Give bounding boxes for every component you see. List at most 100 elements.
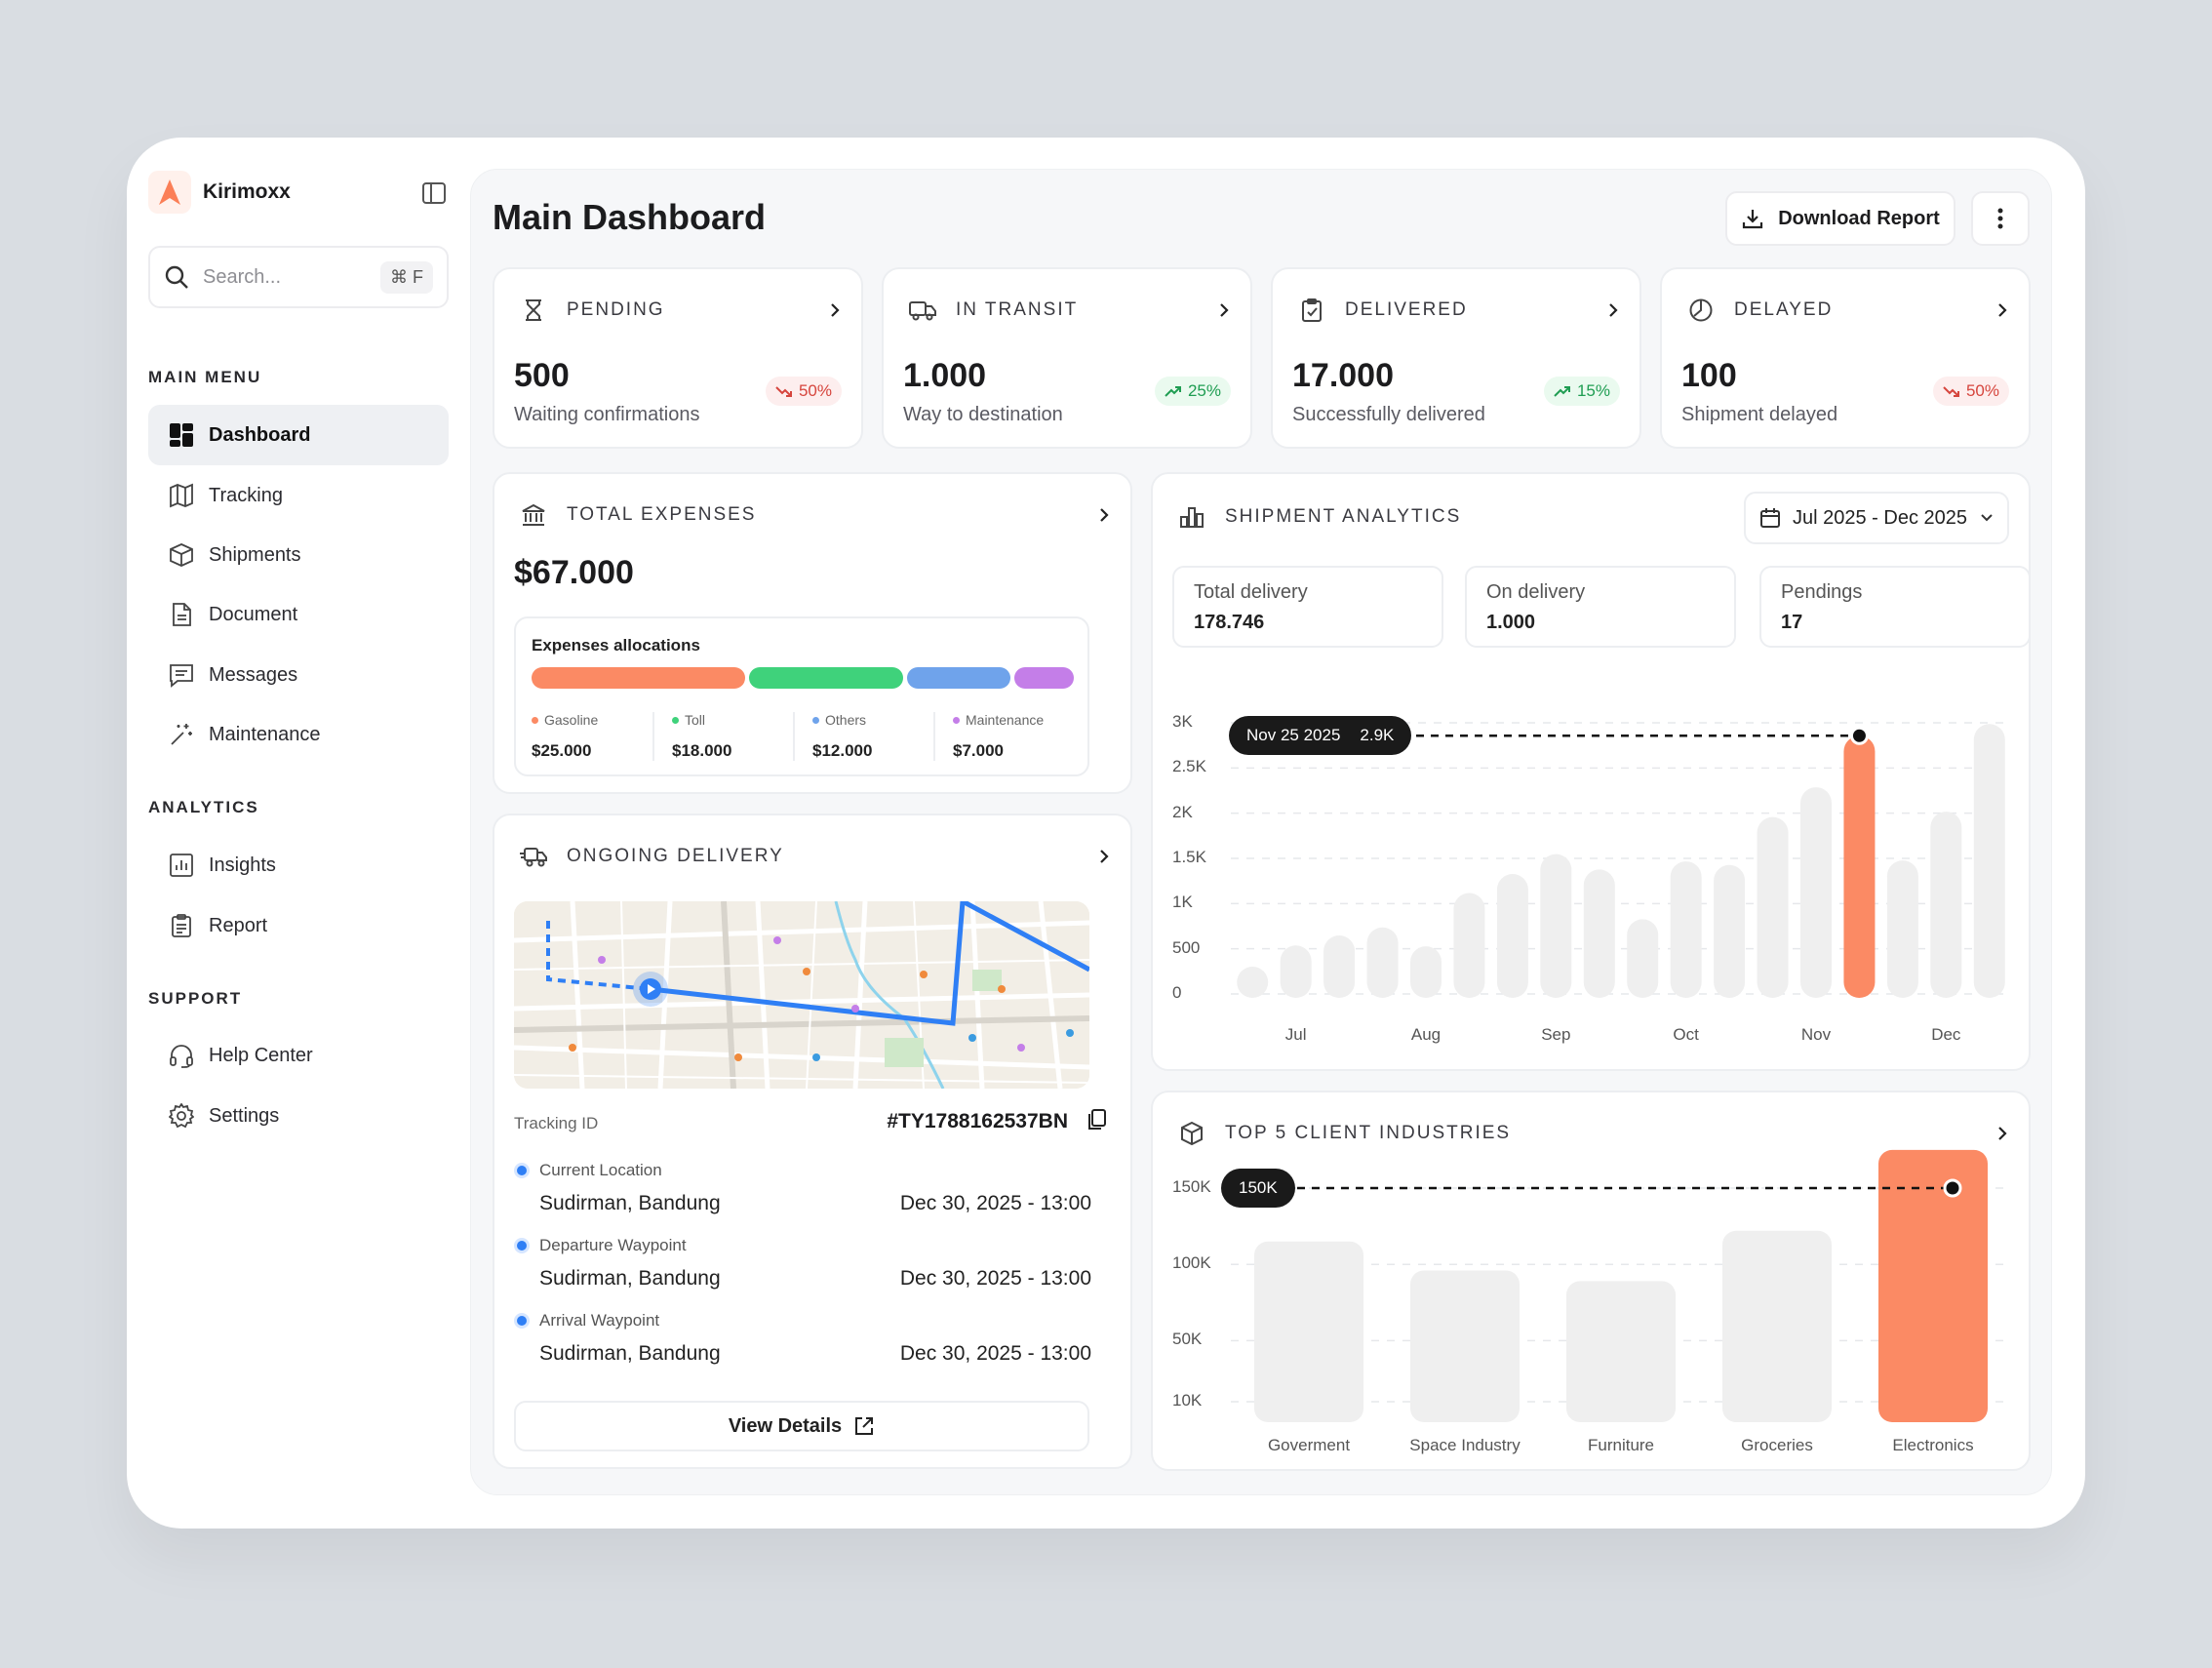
brand: Kirimoxx xyxy=(148,163,449,221)
bar[interactable] xyxy=(1254,1241,1363,1422)
alloc-title: Expenses allocations xyxy=(532,636,700,655)
stat-subtitle: Waiting confirmations xyxy=(514,404,700,425)
date-range-select[interactable]: Jul 2025 - Dec 2025 xyxy=(1744,492,2009,544)
bar[interactable] xyxy=(1930,812,1962,998)
chevron-right-icon[interactable] xyxy=(828,302,842,318)
kpi-label: Total delivery xyxy=(1194,581,1308,603)
tracking-id-label: Tracking ID xyxy=(514,1114,599,1132)
sidebar-item-messages[interactable]: Messages xyxy=(148,645,449,705)
kpi-on-delivery: On delivery 1.000 xyxy=(1465,566,1736,648)
sidebar-item-report[interactable]: Report xyxy=(148,895,449,956)
tracking-id-value: #TY1788162537BN xyxy=(887,1110,1068,1132)
kirimoxx-logo-icon xyxy=(148,171,191,214)
bar[interactable] xyxy=(1973,724,2005,998)
y-tick-label: 1.5K xyxy=(1172,848,1206,866)
bar-highlight[interactable] xyxy=(1878,1149,1988,1422)
bar[interactable] xyxy=(1237,967,1269,998)
bar[interactable] xyxy=(1886,860,1918,998)
chevron-right-icon[interactable] xyxy=(1097,507,1111,523)
waypoint-place: Sudirman, Bandung xyxy=(539,1342,721,1365)
sidebar-item-label: Settings xyxy=(209,1104,280,1127)
chevron-right-icon[interactable] xyxy=(1606,302,1620,318)
bar[interactable] xyxy=(1627,919,1659,998)
category-label: Electronics xyxy=(1892,1436,1974,1454)
more-options-button[interactable] xyxy=(1971,191,2030,246)
sidebar-item-label: Dashboard xyxy=(209,423,311,446)
sidebar-item-label: Document xyxy=(209,603,298,625)
bar[interactable] xyxy=(1670,861,1702,998)
card-title: ONGOING DELIVERY xyxy=(567,846,784,866)
sidebar-item-label: Shipments xyxy=(209,543,301,566)
stat-card-in-transit[interactable]: IN TRANSIT 1.000 Way to destination 25% xyxy=(882,267,1252,449)
copy-icon[interactable] xyxy=(1086,1108,1107,1136)
sidebar-item-insights[interactable]: Insights xyxy=(148,835,449,895)
bar-chart-icon xyxy=(1172,497,1211,536)
bar[interactable] xyxy=(1366,927,1399,998)
sidebar-item-settings[interactable]: Settings xyxy=(148,1086,449,1146)
bar-highlight[interactable] xyxy=(1843,735,1876,998)
chevron-right-icon[interactable] xyxy=(1995,1126,2009,1141)
legend-dot xyxy=(672,716,679,724)
client-industries-card: TOP 5 CLIENT INDUSTRIES 10K 50K 100K 150K Go… xyxy=(1151,1091,2031,1471)
x-tick-label: Oct xyxy=(1673,1025,1699,1044)
legend-label: Toll xyxy=(685,712,706,728)
sidebar-toggle-icon[interactable] xyxy=(421,180,447,211)
sidebar-item-tracking[interactable]: Tracking xyxy=(148,465,449,526)
stat-card-delayed[interactable]: DELAYED 100 Shipment delayed 50% xyxy=(1660,267,2031,449)
category-label: Space Industry xyxy=(1409,1436,1521,1454)
view-details-button[interactable]: View Details xyxy=(514,1401,1089,1451)
bar[interactable] xyxy=(1410,1270,1520,1422)
y-tick-label: 500 xyxy=(1172,937,1201,957)
kpi-total-delivery: Total delivery 178.746 xyxy=(1172,566,1443,648)
tooltip-date: Nov 25 2025 xyxy=(1246,726,1341,745)
x-tick-label: Sep xyxy=(1541,1025,1571,1044)
card-title: SHIPMENT ANALYTICS xyxy=(1225,506,1462,527)
kpi-pendings: Pendings 17 xyxy=(1759,566,2031,648)
sidebar-item-label: Tracking xyxy=(209,484,283,506)
bar[interactable] xyxy=(1800,787,1832,998)
chevron-right-icon[interactable] xyxy=(1217,302,1231,318)
bar[interactable] xyxy=(1757,816,1789,998)
search-placeholder: Search... xyxy=(203,265,282,288)
trend-down-icon xyxy=(1943,386,1959,397)
delivery-truck-icon xyxy=(514,837,553,876)
bar[interactable] xyxy=(1566,1281,1676,1422)
bar[interactable] xyxy=(1540,854,1572,998)
sidebar-item-dashboard[interactable]: Dashboard xyxy=(148,405,449,465)
delivery-map[interactable] xyxy=(514,901,1089,1089)
sidebar-item-shipments[interactable]: Shipments xyxy=(148,525,449,585)
bar[interactable] xyxy=(1722,1230,1832,1422)
bar[interactable] xyxy=(1583,869,1615,998)
bar[interactable] xyxy=(1714,864,1746,998)
waypoint-label: Departure Waypoint xyxy=(539,1236,687,1254)
bar[interactable] xyxy=(1280,945,1312,998)
stat-card-pending[interactable]: PENDING 500 Waiting confirmations 50% xyxy=(493,267,863,449)
sidebar-item-maintenance[interactable]: Maintenance xyxy=(148,704,449,765)
legend-value: $7.000 xyxy=(953,741,1004,760)
bar[interactable] xyxy=(1496,874,1528,998)
tooltip-value: 150K xyxy=(1239,1178,1278,1197)
allocation-bar xyxy=(532,667,1074,689)
y-tick-label: 50K xyxy=(1172,1330,1203,1349)
legend-item: Toll $18.000 xyxy=(652,712,793,761)
chart-tooltip: Nov 25 2025 2.9K xyxy=(1229,716,1412,756)
chevron-right-icon[interactable] xyxy=(1097,849,1111,864)
sidebar-item-help-center[interactable]: Help Center xyxy=(148,1025,449,1086)
chevron-right-icon[interactable] xyxy=(1995,302,2009,318)
bar[interactable] xyxy=(1323,935,1356,998)
calendar-icon xyxy=(1760,508,1780,528)
legend-value: $12.000 xyxy=(812,741,873,760)
search-input[interactable]: Search... ⌘ F xyxy=(148,246,449,308)
trend-badge: 15% xyxy=(1543,377,1620,406)
stat-card-delivered[interactable]: DELIVERED 17.000 Successfully delivered … xyxy=(1271,267,1641,449)
waypoint-dot xyxy=(514,1313,530,1329)
bar[interactable] xyxy=(1410,946,1442,998)
category-label: Groceries xyxy=(1741,1436,1813,1454)
sidebar-item-document[interactable]: Document xyxy=(148,584,449,645)
legend-label: Gasoline xyxy=(544,712,599,728)
hourglass-icon xyxy=(514,291,553,330)
category-label: Furniture xyxy=(1587,1436,1655,1454)
download-report-button[interactable]: Download Report xyxy=(1725,191,1955,246)
waypoint-current: Current Location Sudirman, Bandung Dec 3… xyxy=(514,1155,1091,1229)
bar[interactable] xyxy=(1453,893,1485,998)
